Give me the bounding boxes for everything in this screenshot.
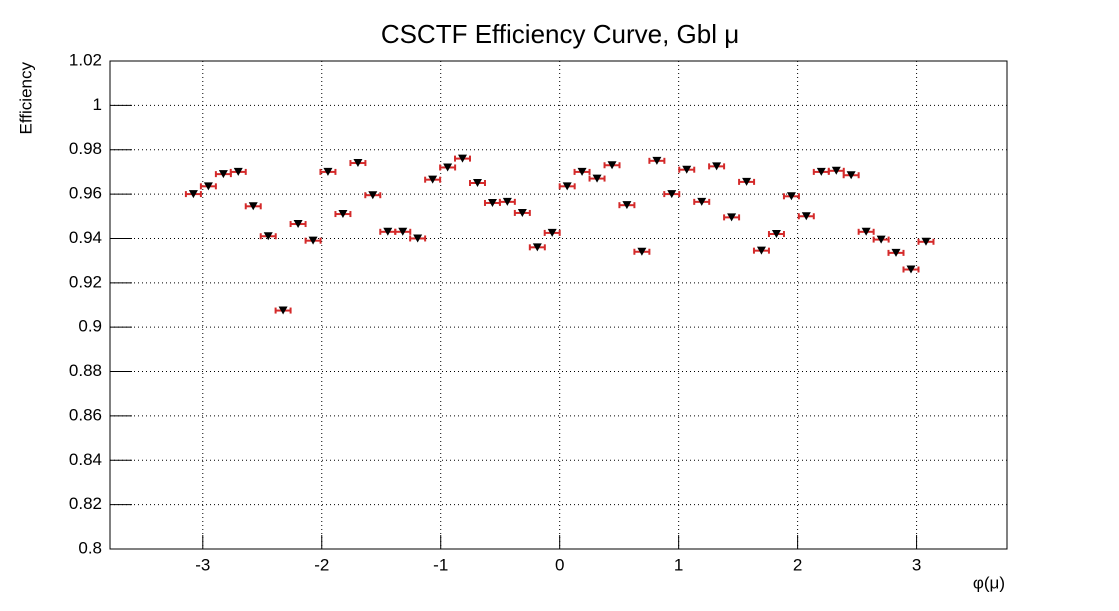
marker xyxy=(263,232,273,241)
y-tick-label: 0.98 xyxy=(69,139,102,158)
marker xyxy=(622,201,632,210)
marker xyxy=(682,165,692,174)
marker xyxy=(831,166,841,175)
marker xyxy=(487,198,497,207)
marker xyxy=(846,171,856,180)
marker xyxy=(413,234,423,243)
marker xyxy=(592,174,602,183)
y-tick-label: 0.92 xyxy=(69,272,102,291)
marker xyxy=(861,227,871,236)
marker xyxy=(786,192,796,201)
y-tick-label: 0.94 xyxy=(69,228,102,247)
marker xyxy=(742,177,752,186)
marker xyxy=(368,191,378,200)
plot-frame xyxy=(109,60,1008,550)
x-tick-label: 3 xyxy=(912,555,921,574)
marker xyxy=(771,230,781,239)
y-tick-label: 0.82 xyxy=(69,494,102,513)
y-tick-label: 1.02 xyxy=(69,50,102,69)
y-tick-label: 0.88 xyxy=(69,361,102,380)
y-tick-label: 0.84 xyxy=(69,450,102,469)
x-axis-label: φ(μ) xyxy=(973,573,1005,592)
marker xyxy=(637,247,647,256)
marker xyxy=(398,227,408,236)
x-tick-label: 1 xyxy=(674,555,683,574)
y-tick-label: 0.9 xyxy=(78,317,102,336)
marker xyxy=(278,306,288,315)
marker xyxy=(502,197,512,206)
marker xyxy=(188,190,198,199)
marker xyxy=(457,154,467,163)
marker xyxy=(218,170,228,179)
marker xyxy=(652,156,662,165)
marker xyxy=(906,265,916,274)
y-axis-label: Efficiency xyxy=(16,62,35,135)
marker xyxy=(577,167,587,176)
marker xyxy=(517,208,527,217)
marker xyxy=(667,190,677,199)
marker xyxy=(248,202,258,211)
x-tick-label: -2 xyxy=(314,555,329,574)
marker xyxy=(233,167,243,176)
marker xyxy=(203,182,213,191)
y-tick-label: 0.8 xyxy=(78,538,102,557)
marker xyxy=(891,248,901,257)
marker xyxy=(353,159,363,168)
marker xyxy=(816,167,826,176)
marker xyxy=(443,163,453,172)
y-tick-label: 0.86 xyxy=(69,405,102,424)
marker xyxy=(532,243,542,252)
marker xyxy=(547,228,557,237)
marker xyxy=(472,179,482,187)
x-tick-label: 0 xyxy=(555,555,564,574)
marker xyxy=(308,236,318,245)
x-tick-label: -1 xyxy=(433,555,448,574)
marker xyxy=(697,197,707,206)
x-tick-label: 2 xyxy=(793,555,802,574)
marker xyxy=(756,246,766,255)
marker xyxy=(338,210,348,219)
marker xyxy=(562,182,572,191)
marker xyxy=(428,175,438,184)
marker xyxy=(383,227,393,236)
y-tick-label: 0.96 xyxy=(69,184,102,203)
marker xyxy=(607,161,617,170)
marker xyxy=(293,220,303,229)
marker xyxy=(876,235,886,244)
marker xyxy=(323,167,333,176)
marker xyxy=(801,212,811,221)
y-tick-label: 1 xyxy=(93,95,102,114)
marker xyxy=(921,237,931,246)
marker xyxy=(712,162,722,171)
chart-title: CSCTF Efficiency Curve, Gbl μ xyxy=(381,19,739,49)
x-tick-label: -3 xyxy=(195,555,210,574)
marker xyxy=(727,213,737,222)
